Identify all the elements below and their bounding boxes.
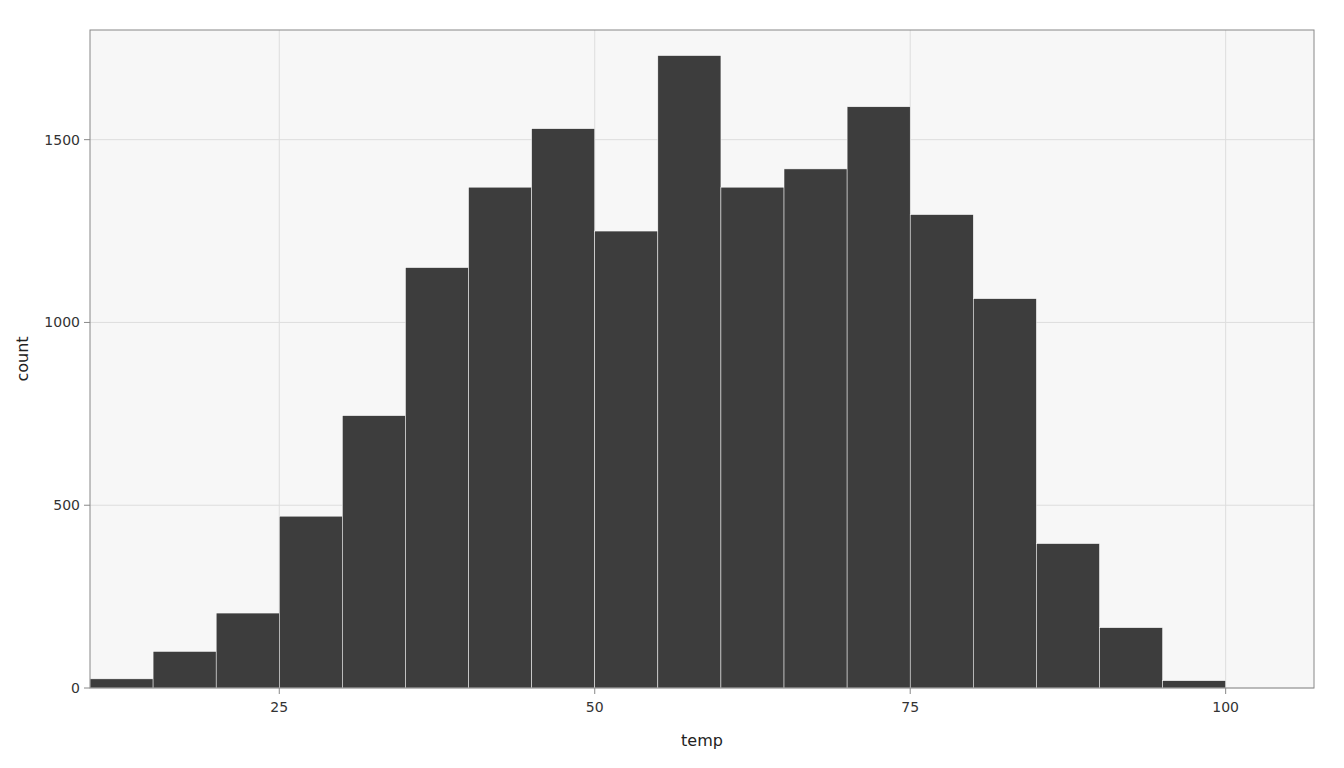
x-axis: 25 50 75 100 (270, 688, 1239, 715)
histogram-bar (1163, 681, 1226, 688)
histogram-bar (910, 215, 973, 688)
histogram-bar (1036, 544, 1099, 688)
histogram-bar (847, 107, 910, 688)
y-axis-label: count (13, 336, 32, 381)
histogram-bar (658, 56, 721, 688)
x-tick-label: 100 (1212, 699, 1239, 715)
grid-line-x (1225, 30, 1226, 688)
histogram-bar (469, 187, 532, 688)
grid (90, 30, 1314, 688)
x-tick (910, 688, 911, 694)
x-tick (594, 688, 595, 694)
y-tick-label: 0 (71, 680, 80, 696)
x-tick (279, 688, 280, 694)
histogram-bar (532, 129, 595, 688)
y-axis: 0 500 1000 1500 (44, 132, 90, 696)
histogram-bar (405, 268, 468, 688)
y-tick (84, 688, 90, 689)
x-tick (1225, 688, 1226, 694)
y-tick-label: 500 (53, 497, 80, 513)
x-tick-label: 25 (270, 699, 288, 715)
histogram-bar (153, 651, 216, 688)
x-axis-label: temp (681, 731, 723, 750)
plot-frame (90, 30, 1314, 688)
histogram-bar (973, 299, 1036, 688)
histogram-bar (90, 679, 153, 688)
histogram-bar (1099, 628, 1162, 688)
histogram-bar (595, 231, 658, 688)
y-tick-label: 1000 (44, 314, 80, 330)
plot-background (90, 30, 1314, 688)
chart: 255075100050010001500tempcount (0, 0, 1344, 768)
y-tick (84, 505, 90, 506)
histogram-bar (342, 416, 405, 688)
histogram-bar (784, 169, 847, 688)
histogram-bar (216, 613, 279, 688)
histogram-bar (721, 187, 784, 688)
y-tick (84, 322, 90, 323)
histogram-bar (279, 516, 342, 688)
bars (90, 56, 1226, 688)
y-tick (84, 139, 90, 140)
x-tick-label: 50 (586, 699, 604, 715)
x-tick-label: 75 (901, 699, 919, 715)
y-tick-label: 1500 (44, 132, 80, 148)
